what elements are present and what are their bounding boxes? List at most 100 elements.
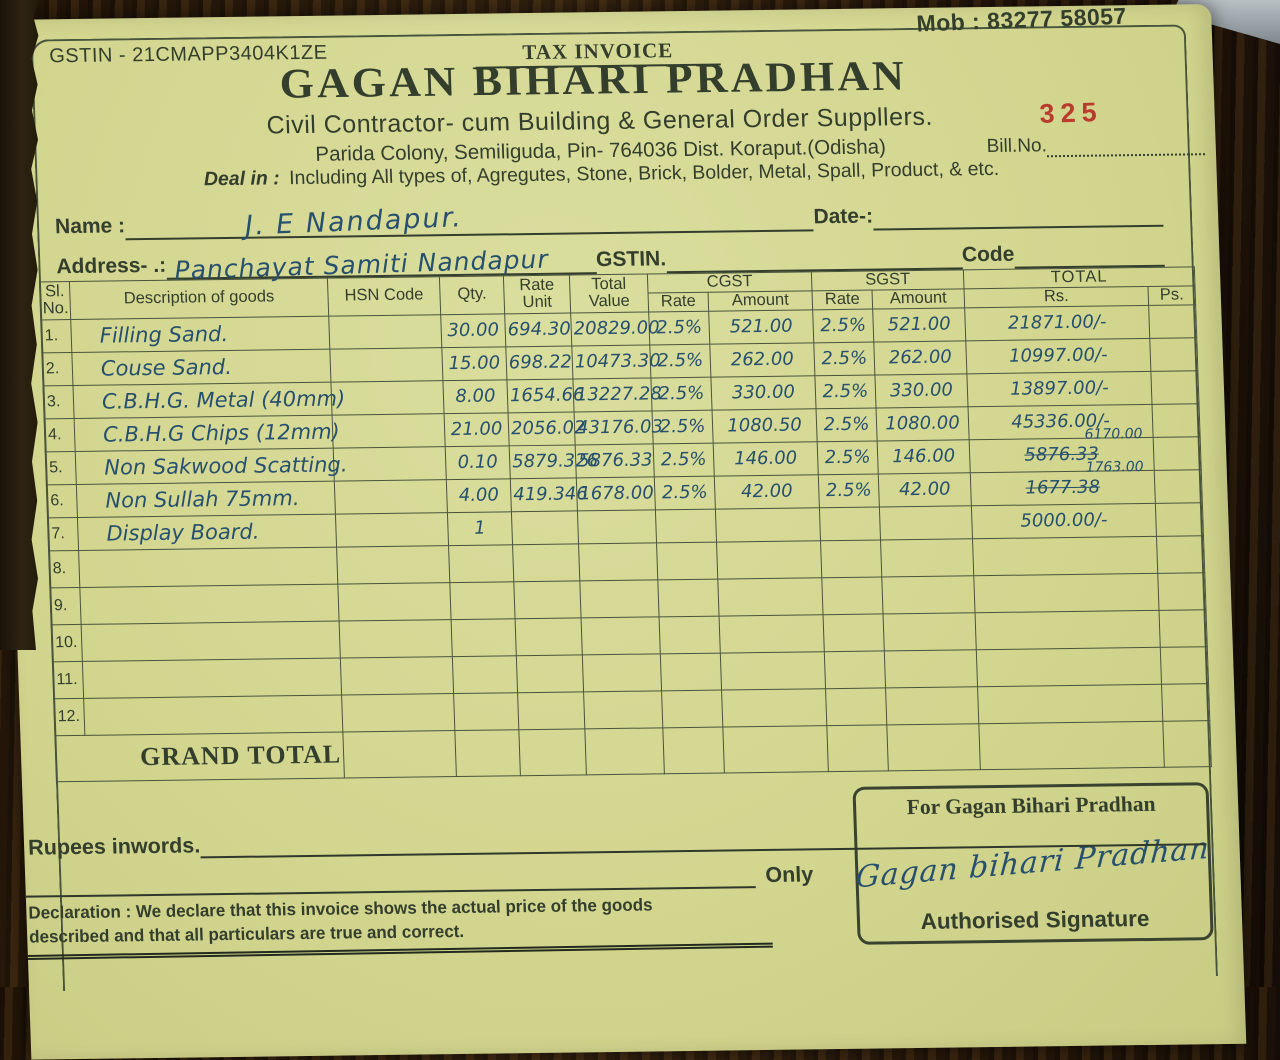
cell-ps	[1158, 609, 1208, 647]
cell-cgst-rate: 2.5%	[650, 376, 713, 411]
cell-cgst-amount: 146.00	[713, 441, 819, 476]
cell-sgst-rate: 2.5%	[813, 341, 875, 376]
cell-total-rs: 13897.00/-	[966, 371, 1152, 407]
header-hsn: HSN Code	[327, 276, 441, 316]
cell-qty	[448, 544, 514, 583]
cell-total-value	[583, 690, 663, 729]
table-body: 1. Filling Sand. 30.00 694.30 20829.00 2.5% 52…	[40, 304, 1210, 736]
cell-sgst-amount: 262.00	[873, 340, 967, 375]
cell-ps	[1149, 337, 1198, 372]
cell-qty: 30.00	[440, 313, 506, 348]
cell-desc: Non Sakwood Scatting.	[75, 447, 348, 485]
gt-total-value	[584, 727, 665, 775]
cell-qty	[452, 655, 518, 694]
cell-sl: 6.	[46, 484, 78, 518]
cell-ps	[1154, 469, 1203, 503]
cell-rate	[515, 617, 583, 656]
header-ps: Ps.	[1147, 285, 1196, 306]
cell-desc: C.B.H.G Chips (12mm)	[74, 414, 340, 452]
cell-total-value	[581, 616, 661, 655]
cell-hsn	[335, 512, 449, 547]
cell-ps	[1156, 535, 1205, 573]
cell-total-value: 5876.33	[575, 443, 655, 478]
cell-cgst-amount: 42.00	[714, 474, 820, 509]
only-row: Only	[24, 861, 814, 898]
cell-cgst-amount	[721, 688, 827, 727]
header-total-value: Total Value	[569, 273, 649, 313]
cell-desc	[78, 546, 338, 588]
cell-sgst-amount: 42.00	[878, 472, 972, 507]
cell-qty	[449, 581, 516, 620]
struck-total: 1677.38	[1025, 476, 1101, 499]
header-sgst: SGST	[811, 269, 964, 291]
cell-hsn	[332, 413, 446, 448]
header-total-line1: Total	[590, 274, 627, 293]
cell-hsn	[330, 380, 445, 415]
cell-rate	[517, 691, 585, 730]
cell-rate: 5879.326	[509, 444, 598, 479]
address-label: Address- .:	[56, 253, 167, 279]
gt-cgst-rate	[662, 726, 725, 774]
corrected-total: 1763.00	[1085, 458, 1144, 476]
header-cgst-rate: Rate	[648, 292, 709, 312]
cell-hsn	[334, 479, 448, 514]
cell-rate: 2056.02	[508, 411, 586, 446]
gt-qty	[454, 729, 521, 777]
cell-ps	[1150, 370, 1199, 405]
gt-sgst-amount	[886, 723, 981, 771]
cell-total-value	[577, 509, 657, 544]
cell-total-rs	[972, 535, 1158, 576]
header-sl-line2: No.	[42, 299, 69, 318]
header-sgst-amount: Amount	[872, 288, 965, 309]
cell-desc: C.B.H.G. Metal (40mm)	[72, 381, 346, 419]
header-sgst-rate: Rate	[812, 290, 873, 310]
cell-cgst-amount	[717, 577, 824, 616]
cell-cgst-amount	[716, 540, 822, 579]
cell-ps	[1160, 646, 1209, 684]
cell-sl: 3.	[42, 385, 75, 419]
cell-qty: 21.00	[444, 412, 510, 447]
cell-sgst-amount	[885, 686, 979, 725]
cell-total-rs	[973, 572, 1159, 613]
header-description: Description of goods	[69, 278, 329, 320]
only-blank	[24, 862, 756, 898]
cell-total-value: 13227.28	[572, 377, 662, 412]
cell-sgst-rate	[819, 506, 881, 541]
cell-cgst-rate: 2.5%	[652, 409, 714, 444]
cell-ps	[1148, 304, 1197, 339]
deal-in-label: Deal in :	[203, 167, 281, 191]
cell-cgst-rate	[660, 652, 722, 691]
cell-ps	[1151, 403, 1201, 438]
cell-sgst-amount: 521.00	[872, 307, 966, 342]
gt-ps	[1162, 720, 1212, 767]
cell-rate: 419.346	[510, 477, 588, 512]
cell-hsn	[340, 656, 454, 695]
cell-qty: 0.10	[445, 445, 511, 480]
for-company-label: For Gagan Bihari Pradhan	[906, 791, 1156, 820]
cell-ps	[1157, 572, 1206, 610]
cell-sl: 5.	[45, 451, 77, 485]
cell-cgst-amount	[715, 507, 821, 542]
cell-sgst-rate	[823, 613, 885, 652]
cell-sl: 1.	[40, 319, 72, 353]
cell-hsn	[328, 314, 442, 349]
buyer-gstin-label: GSTIN.	[595, 247, 667, 272]
cell-cgst-rate	[656, 541, 718, 580]
cell-rate: 1654.66	[506, 378, 585, 413]
address-blank: Panchayat Samiti Nandapur	[165, 240, 597, 285]
grand-total-label: GRAND TOTAL	[54, 731, 345, 782]
name-blank: J. E Nandapur.	[124, 197, 814, 242]
cell-total-rs	[975, 609, 1161, 650]
cell-desc	[83, 694, 343, 736]
authorised-signature-label: Authorised Signature	[920, 905, 1150, 934]
cell-sl: 4.	[44, 418, 76, 452]
cell-qty	[451, 618, 517, 657]
cell-sgst-rate: 2.5%	[818, 473, 880, 508]
cell-cgst-amount	[719, 614, 825, 653]
cell-total-rs: 1763.00 1677.38	[970, 459, 1156, 506]
cell-total-value: 43176.03	[574, 410, 663, 445]
declaration-text: Declaration : We declare that this invoi…	[28, 893, 670, 949]
code-blank	[1013, 232, 1165, 269]
rupees-label: Rupees inwords.	[27, 833, 201, 860]
gt-total-rs	[978, 720, 1165, 770]
